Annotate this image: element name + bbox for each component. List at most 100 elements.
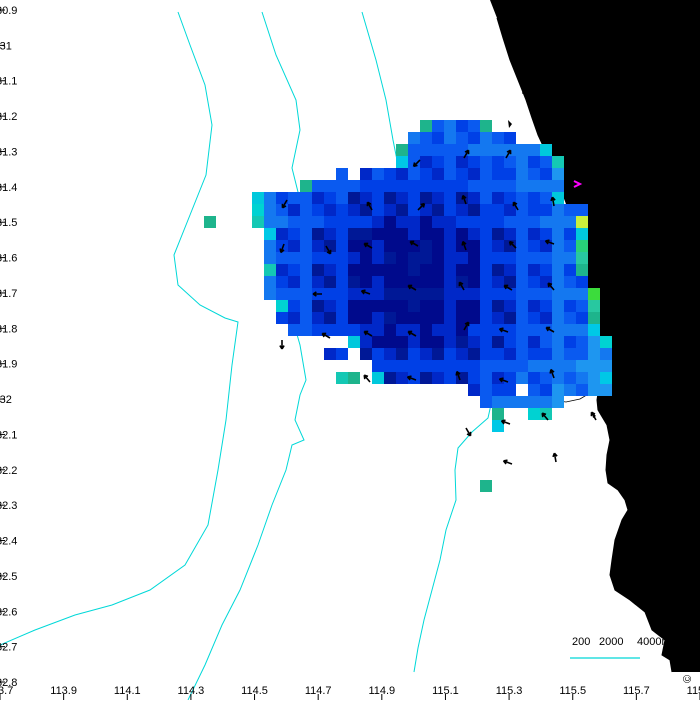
radar-cell xyxy=(396,228,408,240)
radar-cell xyxy=(492,204,504,216)
radar-cell xyxy=(480,216,492,228)
radar-cell xyxy=(468,252,480,264)
velocity-arrow xyxy=(550,196,556,207)
radar-velocity-field xyxy=(204,120,612,492)
radar-cell xyxy=(432,288,444,300)
radar-cell xyxy=(408,348,420,360)
radar-cell xyxy=(552,312,564,324)
radar-cell xyxy=(552,300,564,312)
radar-cell xyxy=(384,360,396,372)
y-tick-label: 31.1 xyxy=(0,76,17,88)
radar-cell xyxy=(372,348,384,360)
radar-cell xyxy=(372,216,384,228)
radar-cell xyxy=(492,288,504,300)
radar-cell xyxy=(432,240,444,252)
radar-cell xyxy=(528,384,540,396)
radar-cell xyxy=(576,348,588,360)
radar-cell xyxy=(480,156,492,168)
radar-cell xyxy=(552,324,564,336)
radar-cell xyxy=(384,168,396,180)
radar-cell xyxy=(552,384,564,396)
radar-cell xyxy=(540,372,552,384)
radar-cell xyxy=(576,264,588,276)
velocity-arrow xyxy=(503,284,513,291)
radar-cell xyxy=(336,204,348,216)
radar-cell xyxy=(468,216,480,228)
radar-cell xyxy=(420,324,432,336)
radar-cell xyxy=(516,276,528,288)
velocity-arrow xyxy=(545,326,555,333)
radar-cell xyxy=(408,168,420,180)
radar-cell xyxy=(552,228,564,240)
radar-cell xyxy=(300,180,312,192)
radar-cell xyxy=(468,168,480,180)
radar-cell xyxy=(480,276,492,288)
radar-cell xyxy=(492,252,504,264)
radar-cell xyxy=(396,156,408,168)
radar-cell xyxy=(516,264,528,276)
radar-cell xyxy=(528,192,540,204)
y-tick-label: 31.5 xyxy=(0,217,17,229)
radar-cell xyxy=(276,228,288,240)
radar-cell xyxy=(528,156,540,168)
radar-cell xyxy=(540,300,552,312)
radar-cell xyxy=(336,168,348,180)
radar-cell xyxy=(408,204,420,216)
radar-cell xyxy=(492,408,504,420)
radar-cell xyxy=(360,288,372,300)
radar-cell xyxy=(408,336,420,348)
radar-cell xyxy=(492,300,504,312)
velocity-arrow xyxy=(502,459,513,465)
radar-cell xyxy=(444,300,456,312)
radar-cell xyxy=(528,240,540,252)
radar-cell xyxy=(456,120,468,132)
radar-cell xyxy=(468,204,480,216)
radar-cell xyxy=(528,204,540,216)
radar-cell xyxy=(552,372,564,384)
radar-cell xyxy=(300,300,312,312)
radar-cell xyxy=(540,204,552,216)
radar-cell xyxy=(360,324,372,336)
radar-cell xyxy=(456,168,468,180)
radar-cell xyxy=(396,336,408,348)
radar-cell xyxy=(504,216,516,228)
radar-cell xyxy=(504,384,516,396)
radar-cell xyxy=(396,300,408,312)
radar-cell xyxy=(432,372,444,384)
radar-cell xyxy=(576,360,588,372)
radar-cell xyxy=(324,348,336,360)
radar-cell xyxy=(492,240,504,252)
radar-cell xyxy=(540,384,552,396)
radar-cell xyxy=(360,264,372,276)
velocity-arrow xyxy=(463,149,470,159)
velocity-arrow xyxy=(281,199,288,209)
radar-cell xyxy=(576,228,588,240)
radar-cell xyxy=(528,336,540,348)
radar-cell xyxy=(396,276,408,288)
radar-cell xyxy=(420,144,432,156)
radar-cell xyxy=(348,336,360,348)
radar-cell xyxy=(444,252,456,264)
radar-cell xyxy=(324,276,336,288)
radar-cell xyxy=(468,312,480,324)
radar-cell xyxy=(360,312,372,324)
radar-cell xyxy=(372,324,384,336)
radar-cell xyxy=(600,372,612,384)
radar-cell xyxy=(552,156,564,168)
radar-cell xyxy=(480,192,492,204)
radar-cell xyxy=(372,228,384,240)
bathy-label-2000: 2000 xyxy=(599,636,623,648)
x-tick-label: 114.7 xyxy=(305,685,332,697)
radar-cell xyxy=(348,228,360,240)
radar-cell xyxy=(444,324,456,336)
radar-cell xyxy=(444,336,456,348)
radar-cell xyxy=(576,324,588,336)
radar-cell xyxy=(264,216,276,228)
radar-cell xyxy=(372,180,384,192)
radar-cell xyxy=(312,180,324,192)
radar-cell-accent xyxy=(576,216,588,228)
radar-cell xyxy=(552,240,564,252)
radar-cell xyxy=(348,372,360,384)
radar-cell xyxy=(492,384,504,396)
radar-cell xyxy=(420,264,432,276)
